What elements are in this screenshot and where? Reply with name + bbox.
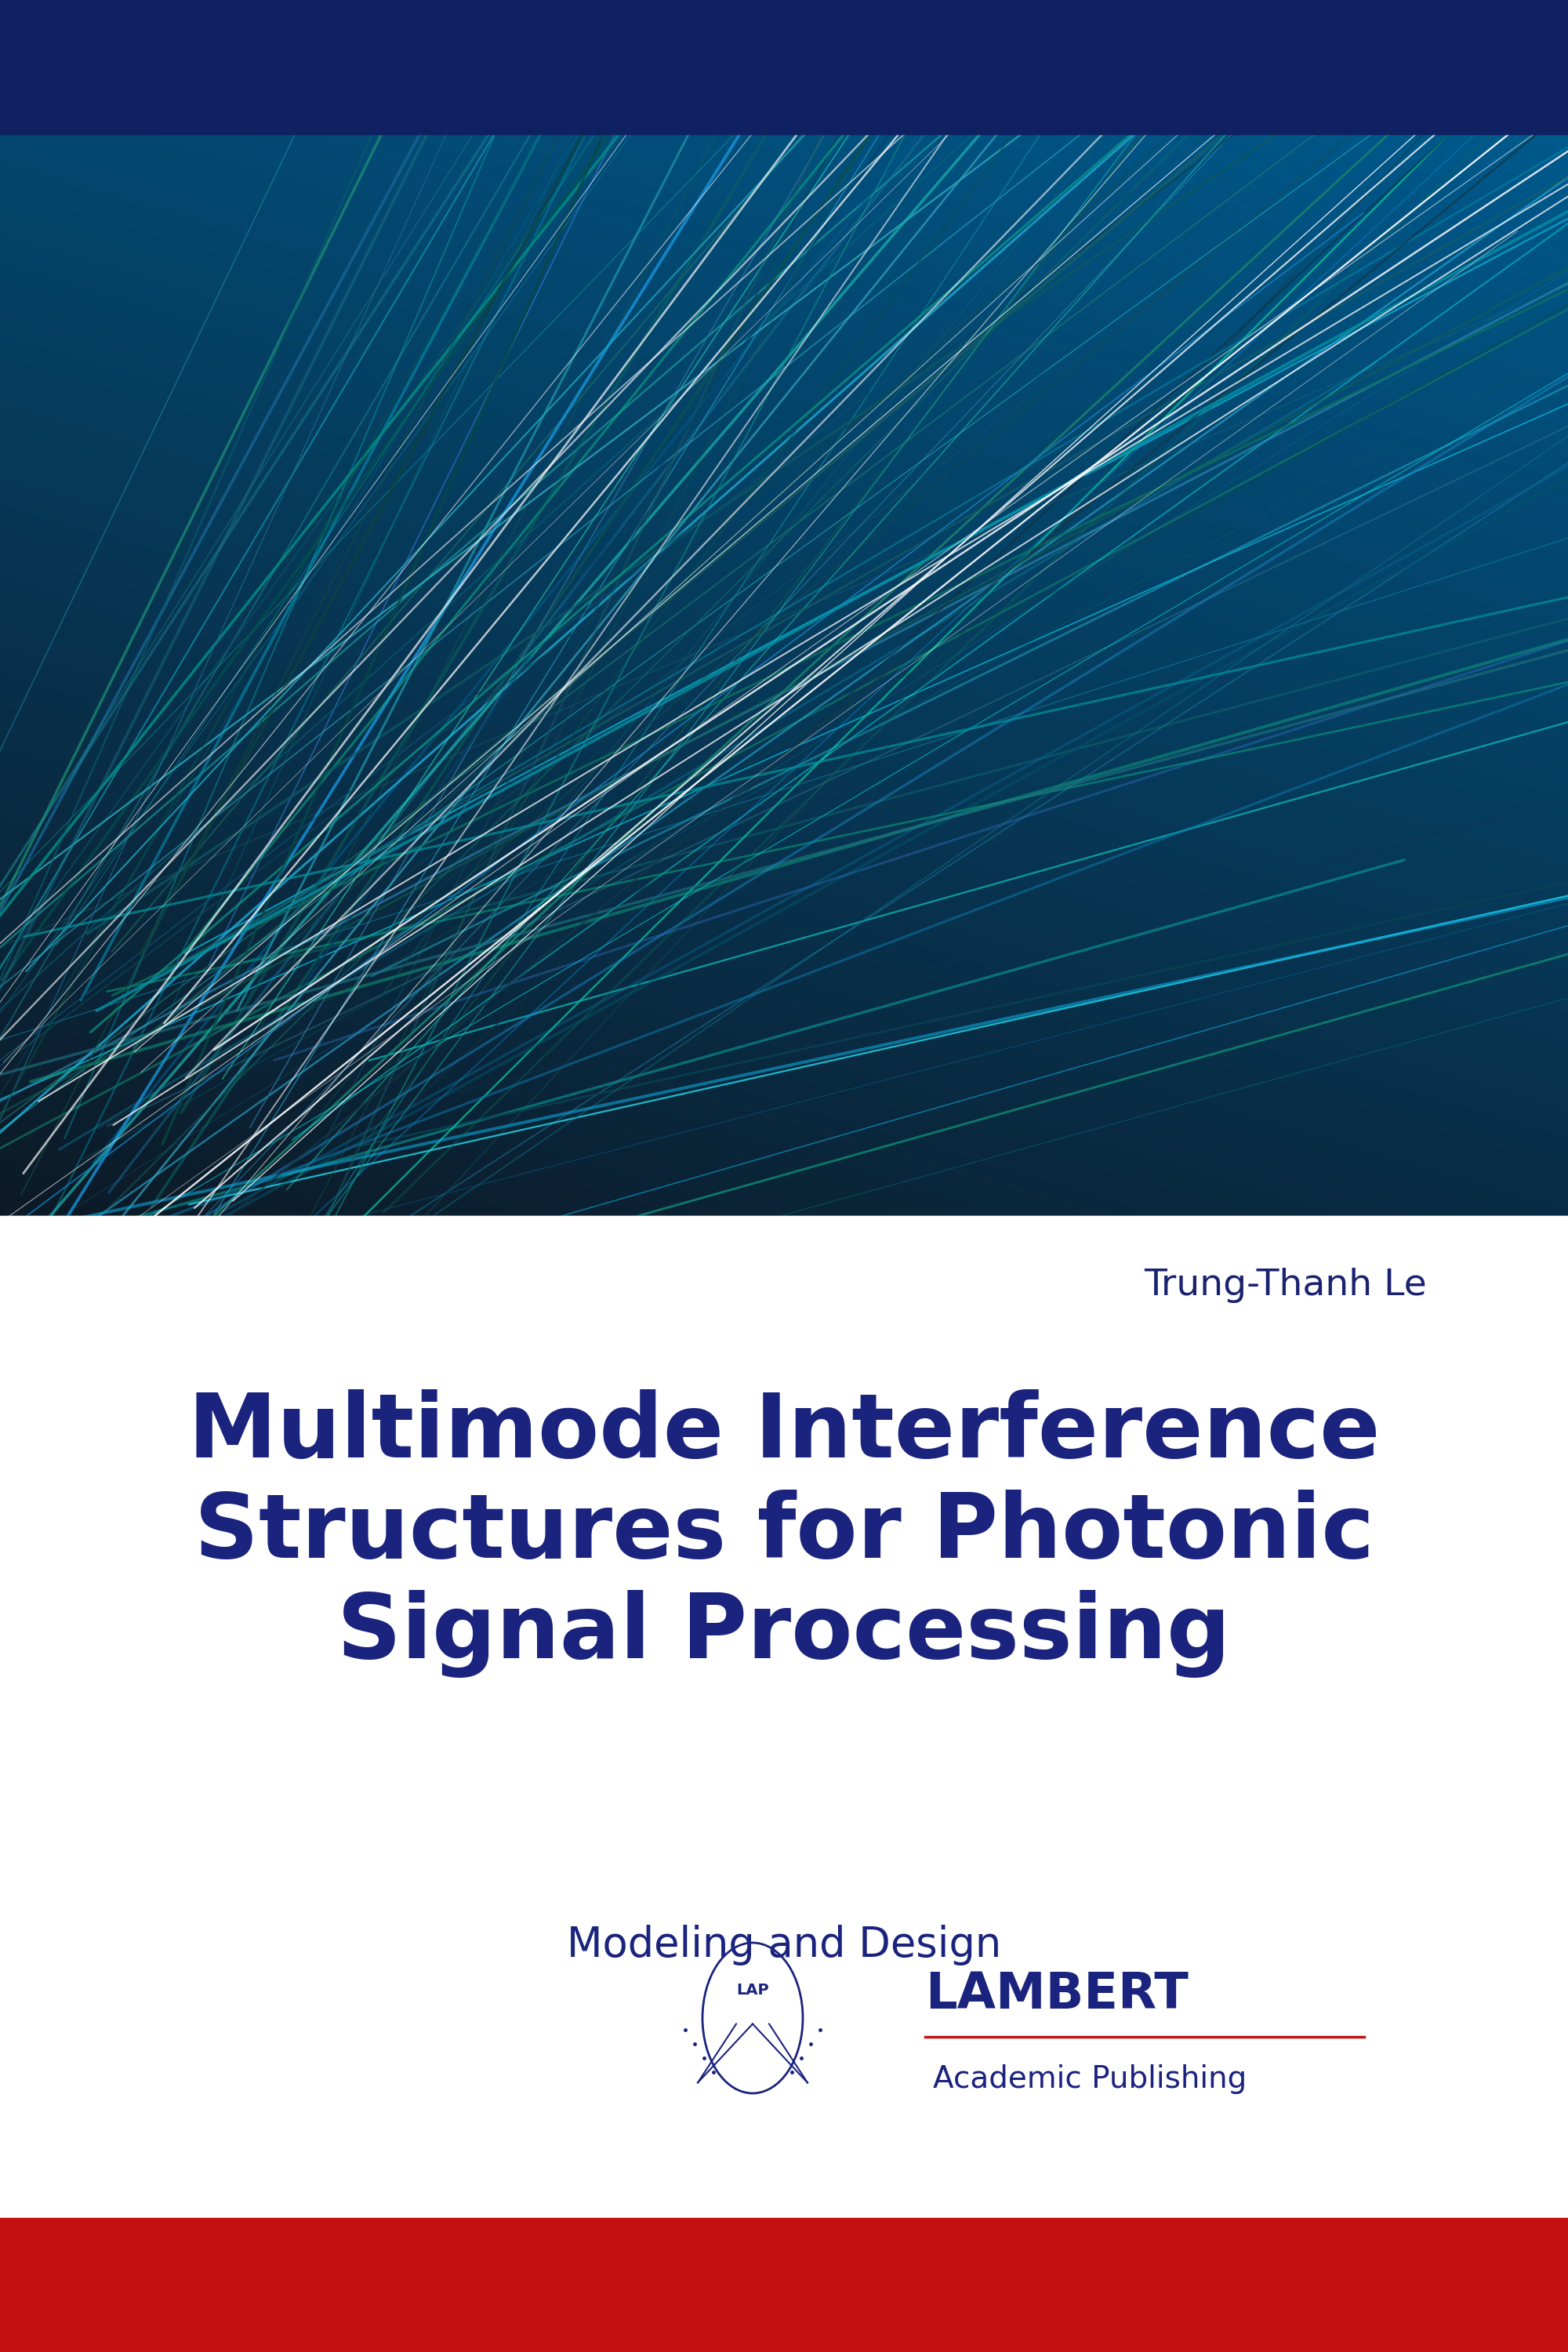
Bar <box>0 1216 1568 2352</box>
Text: Academic Publishing: Academic Publishing <box>933 2065 1247 2093</box>
Text: Multimode Interference
Structures for Photonic
Signal Processing: Multimode Interference Structures for Ph… <box>188 1390 1380 1677</box>
Bar <box>0 1216 1568 2352</box>
Bar <box>0 2218 1568 2352</box>
Bar <box>0 0 1568 134</box>
Text: LAMBERT: LAMBERT <box>925 1971 1189 2018</box>
Text: LAP: LAP <box>737 1983 768 1997</box>
Bar <box>0 0 1568 134</box>
Bar <box>0 134 1568 1216</box>
Text: Trung-Thanh Le: Trung-Thanh Le <box>1145 1268 1427 1303</box>
Text: Modeling and Design: Modeling and Design <box>566 1924 1002 1966</box>
